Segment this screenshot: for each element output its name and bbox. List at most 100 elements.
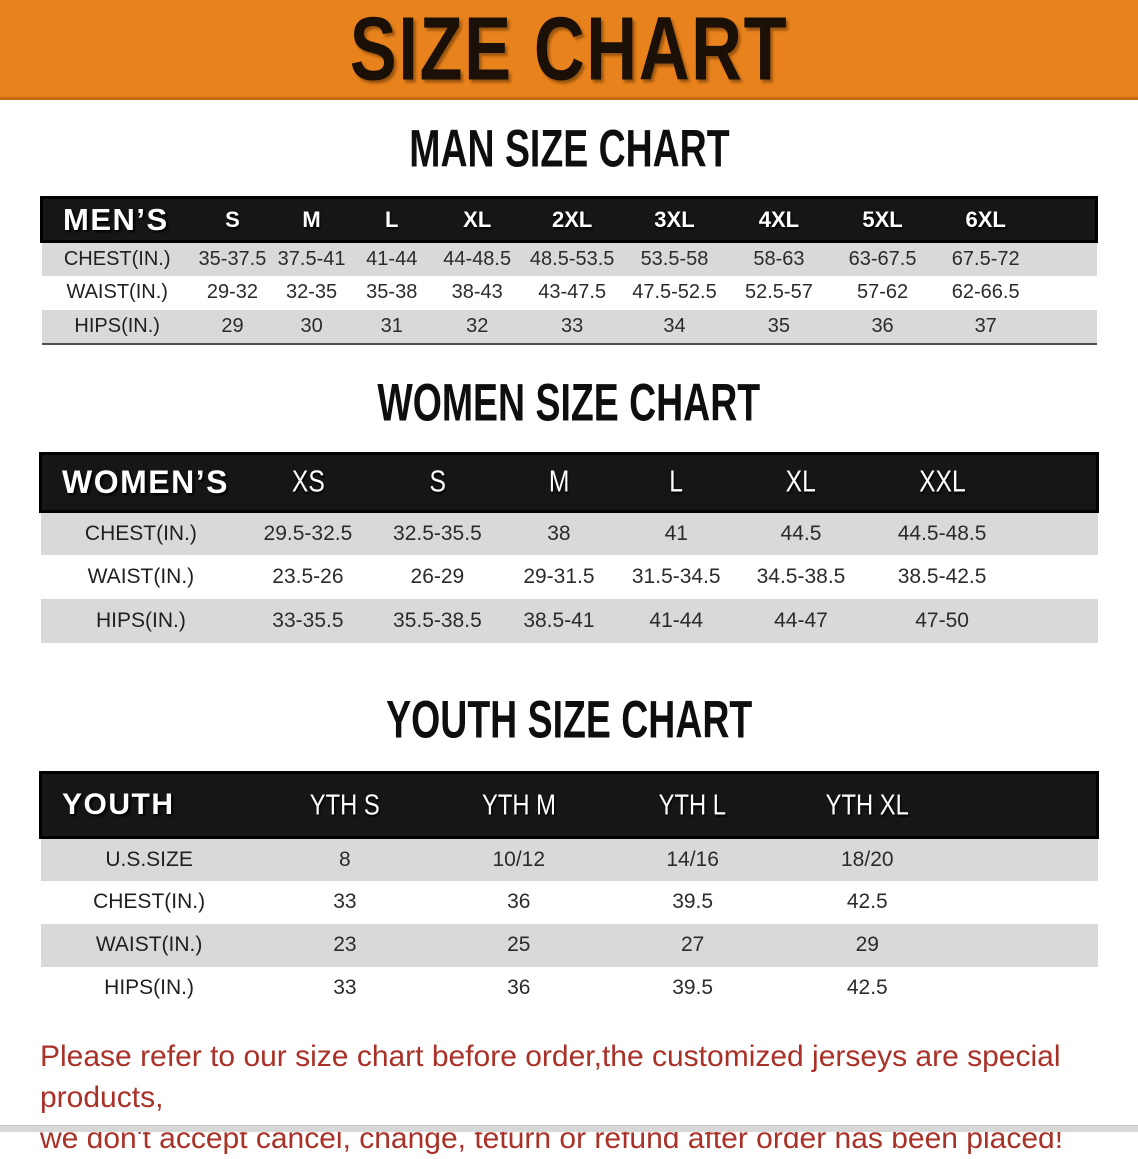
- size-value-cell: 8: [339, 847, 351, 871]
- size-column-header: 5XL: [831, 196, 934, 243]
- size-value-cell: 44-48.5: [443, 247, 512, 270]
- size-value-cell: 44.5: [780, 521, 822, 545]
- spacer-cell: [955, 838, 1098, 881]
- size-value-cell: 39.5: [672, 890, 714, 913]
- spacer-cell: [954, 771, 1099, 839]
- table-row: HIPS(IN.) 29 30 31 32 33 34 35 36 37: [41, 309, 1097, 344]
- row-label: CHEST(IN.): [93, 890, 206, 913]
- size-column-header-text: 2XL: [551, 206, 593, 232]
- spacer-cell: [1017, 451, 1100, 513]
- size-column-header: YTH XL: [779, 771, 955, 839]
- size-column-header-text: YTH S: [309, 788, 380, 821]
- size-column-header: XS: [241, 451, 375, 513]
- size-value-cell: 52.5-57: [745, 281, 813, 303]
- size-value-cell: 36: [871, 314, 894, 337]
- size-column-header-text: 6XL: [965, 206, 1006, 232]
- size-column-header-text: M: [302, 206, 321, 232]
- size-value-cell: 29.5-32.5: [263, 521, 353, 545]
- row-label: CHEST(IN.): [84, 521, 197, 545]
- order-policy-note: Please refer to our size chart before or…: [40, 1036, 1138, 1159]
- row-label: WAIST(IN.): [87, 565, 195, 588]
- size-column-header: XXL: [867, 451, 1018, 513]
- size-value-cell: 29-32: [206, 281, 259, 303]
- header-row: YOUTH YTH S YTH M YTH L YTH XL: [38, 771, 1099, 839]
- size-value-cell: 47-50: [915, 609, 969, 632]
- size-value-cell: 58-63: [753, 247, 805, 270]
- table-row: HIPS(IN.) 33 36 39.5 42.5: [40, 966, 1098, 1010]
- spacer-cell: [1037, 196, 1099, 243]
- mens-size-table: MEN’S S M L XL 2XL 3XL 4XL 5XL 6XL CHEST(IN.) 35-37…: [39, 196, 1099, 345]
- table-row: CHEST(IN.) 29.5-32.5 32.5-35.5 38 41 44.5 44.5…: [40, 511, 1098, 555]
- womens-size-table-container: WOMEN’S XS S M L XL XXL CHEST(IN.) 29.5-32.5 32.5…: [39, 451, 1100, 643]
- size-value-cell: 37.5-41: [277, 247, 346, 270]
- size-value-cell: 41: [664, 521, 688, 545]
- size-value-cell: 38.5-41: [523, 609, 595, 632]
- bottom-edge-strip: [0, 1125, 1138, 1132]
- table-row: WAIST(IN.) 29-32 32-35 35-38 38-43 43-47.5 47.…: [41, 275, 1097, 310]
- size-value-cell: 36: [507, 976, 531, 999]
- order-policy-line-2: we don't accept cancel, change, teturn o…: [40, 1121, 1064, 1155]
- size-value-cell: 32.5-35.5: [393, 521, 482, 545]
- mens-size-table-container: MEN’S S M L XL 2XL 3XL 4XL 5XL 6XL CHEST(IN.) 35-37…: [39, 196, 1099, 345]
- table-row: CHEST(IN.) 35-37.5 37.5-41 41-44 44-48.5 48.5…: [41, 241, 1097, 276]
- size-value-cell: 38: [547, 521, 571, 545]
- size-value-cell: 63-67.5: [848, 247, 917, 270]
- spacer-cell: [1017, 511, 1097, 555]
- size-column-header: 6XL: [934, 196, 1038, 243]
- size-value-cell: 33: [333, 976, 357, 999]
- size-value-cell: 43-47.5: [538, 281, 607, 303]
- order-policy-line-1: Please refer to our size chart before or…: [40, 1039, 1061, 1114]
- table-row: CHEST(IN.) 33 36 39.5 42.5: [40, 880, 1098, 924]
- size-column-header-text: XS: [291, 464, 325, 499]
- size-column-header-text: YTH XL: [825, 788, 909, 821]
- size-value-cell: 35-37.5: [198, 247, 267, 270]
- size-value-cell: 53.5-58: [640, 247, 709, 270]
- size-value-cell: 62-66.5: [951, 281, 1020, 303]
- banner-title: SIZE CHART: [349, 0, 789, 99]
- size-value-cell: 31.5-34.5: [631, 565, 721, 588]
- spacer-cell: [1017, 555, 1097, 599]
- size-value-cell: 44.5-48.5: [897, 521, 987, 545]
- size-value-cell: 26-29: [410, 565, 465, 588]
- row-label: U.S.SIZE: [105, 847, 193, 871]
- size-value-cell: 32: [466, 314, 489, 337]
- size-value-cell: 30: [300, 314, 323, 337]
- size-value-cell: 39.5: [672, 976, 714, 999]
- womens-size-table: WOMEN’S XS S M L XL XXL CHEST(IN.) 29.5-32.5 32.5…: [39, 451, 1100, 643]
- size-column-header-text: 3XL: [654, 206, 695, 232]
- spacer-cell: [1017, 599, 1097, 643]
- size-column-header: XL: [734, 451, 868, 513]
- size-value-cell: 35-38: [366, 281, 418, 303]
- size-value-cell: 38-43: [451, 281, 503, 303]
- size-column-header: YTH L: [605, 771, 780, 839]
- size-column-header: L: [617, 451, 735, 513]
- row-label: HIPS(IN.): [74, 314, 160, 337]
- size-value-cell: 25: [507, 933, 531, 956]
- size-column-header-text: L: [385, 206, 399, 232]
- size-column-header: M: [500, 451, 618, 513]
- size-value-cell: 67.5-72: [951, 247, 1020, 270]
- size-value-cell: 42.5: [846, 976, 888, 999]
- size-column-header: S: [374, 451, 501, 513]
- header-row: MEN’S S M L XL 2XL 3XL 4XL 5XL 6XL: [39, 196, 1099, 243]
- size-column-header: 4XL: [726, 196, 832, 243]
- row-label: WAIST(IN.): [66, 281, 168, 303]
- size-column-header-text: XL: [463, 206, 492, 232]
- size-value-cell: 10/12: [492, 847, 546, 871]
- size-value-cell: 47.5-52.5: [632, 281, 717, 303]
- size-column-header: XL: [432, 196, 523, 243]
- size-value-cell: 33: [561, 314, 584, 337]
- size-chart-banner: SIZE CHART: [0, 0, 1138, 100]
- women-size-chart-heading: WOMEN SIZE CHART: [377, 372, 761, 433]
- youth-size-table: YOUTH YTH S YTH M YTH L YTH XL U.S.SIZE 8 10/12…: [38, 771, 1099, 1010]
- table-row: U.S.SIZE 8 10/12 14/16 18/20: [40, 837, 1098, 881]
- size-value-cell: 31: [380, 314, 403, 337]
- table-corner-label: MEN’S: [39, 196, 193, 243]
- size-value-cell: 29: [221, 314, 244, 337]
- spacer-cell: [1037, 276, 1096, 310]
- table-row: WAIST(IN.) 23 25 27 29: [40, 923, 1098, 967]
- size-value-cell: 32-35: [286, 281, 338, 303]
- size-column-header: YTH M: [432, 771, 606, 839]
- spacer-cell: [1037, 242, 1096, 276]
- size-column-header-text: 5XL: [862, 206, 903, 232]
